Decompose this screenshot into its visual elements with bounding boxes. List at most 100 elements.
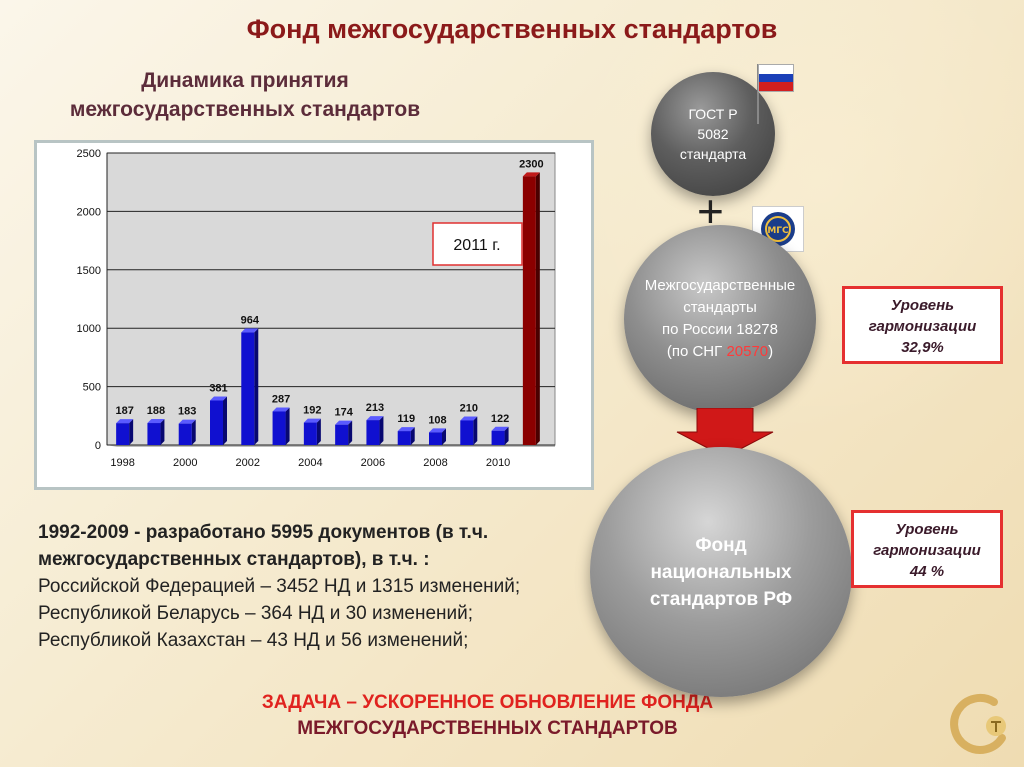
- task-line1: ЗАДАЧА – УСКОРЕННОЕ ОБНОВЛЕНИЕ ФОНДА: [261, 692, 714, 713]
- bar-top: [147, 419, 165, 424]
- bar-top: [491, 426, 509, 431]
- harmonization-box-national: Уровень гармонизации 44 %: [851, 510, 1003, 588]
- callout-text: 2011 г.: [453, 237, 500, 254]
- data-label: 287: [272, 393, 290, 405]
- bar-top: [429, 428, 446, 433]
- bar-chart: 0 500 1000 1500 2000 2500 187 188 183 381 964 287 19…: [77, 148, 556, 469]
- interstate-line1: Межгосударственные: [644, 277, 796, 294]
- summary-text: 1992-2009 - разработано 5995 документов …: [38, 519, 578, 654]
- company-logo-icon: [950, 694, 1006, 754]
- plot-area: [106, 152, 556, 446]
- interstate-line2: стандарты: [683, 299, 757, 316]
- summary-line-rf: Российской Федерацией – 3452 НД и 1315 и…: [38, 576, 521, 597]
- data-label: 174: [334, 407, 353, 419]
- bar-top: [178, 419, 196, 424]
- national-sphere: Фонд национальных стандартов РФ: [590, 447, 852, 697]
- harmonization-box-interstate: Уровень гармонизации 32,9%: [842, 286, 1003, 364]
- summary-line-by: Республикой Беларусь – 364 НД и 30 измен…: [38, 603, 474, 624]
- chart-subtitle: Динамика принятия межгосударственных ста…: [30, 66, 460, 124]
- bar-top: [335, 420, 353, 425]
- bar-top: [397, 427, 415, 432]
- bar: [178, 423, 192, 445]
- bar: [241, 332, 255, 445]
- bar-side: [254, 328, 259, 445]
- bar: [429, 432, 442, 445]
- x-tick-label: 2008: [423, 457, 447, 469]
- harm1-value: 32,9%: [901, 339, 944, 356]
- data-label: 964: [241, 314, 260, 326]
- data-label: 183: [178, 406, 196, 418]
- national-line3: стандартов РФ: [649, 588, 793, 610]
- down-arrow-icon: [676, 408, 774, 458]
- y-tick-label: 2500: [77, 148, 101, 160]
- y-tick-label: 1500: [77, 265, 101, 277]
- x-tick-label: 2010: [486, 457, 510, 469]
- bar: [335, 424, 349, 445]
- bar-side: [285, 407, 290, 445]
- y-tick-label: 0: [95, 440, 101, 452]
- bar-top: [241, 328, 259, 333]
- data-label: 381: [209, 382, 227, 394]
- harm2-value: 44 %: [909, 563, 945, 580]
- bar-top: [303, 418, 321, 423]
- data-label: 187: [115, 405, 133, 417]
- bar: [116, 423, 130, 445]
- gost-line2: 5082: [697, 126, 729, 142]
- bar-side: [160, 419, 165, 445]
- bar-side: [535, 172, 540, 446]
- bar-side: [316, 418, 321, 445]
- interstate-cis-prefix: (по СНГ: [666, 343, 727, 360]
- harm1-line2: гармонизации: [868, 318, 977, 335]
- interstate-line3: по России 18278: [662, 321, 778, 338]
- data-label: 2300: [519, 158, 543, 170]
- callout-box: [432, 222, 523, 266]
- summary-line-kz: Республикой Казахстан – 43 НД и 56 измен…: [38, 630, 469, 651]
- task-line2: МЕЖГОСУДАРСТВЕННЫХ СТАНДАРТОВ: [297, 718, 678, 739]
- y-tick-label: 500: [83, 382, 101, 394]
- summary-bold-line: 1992-2009 - разработано 5995 документов …: [38, 522, 489, 570]
- interstate-sphere: Межгосударственные стандарты по России 1…: [624, 225, 816, 413]
- flag-pole: [757, 64, 759, 124]
- data-label: 108: [428, 414, 446, 426]
- chart-frame: 0 500 1000 1500 2000 2500 187 188 183 381 964 287 19…: [34, 140, 594, 490]
- bar-side: [223, 396, 227, 445]
- bar-top: [460, 416, 478, 421]
- x-tick-label: 2000: [173, 457, 197, 469]
- bar: [272, 411, 286, 445]
- x-tick-label: 2004: [298, 457, 322, 469]
- data-label: 213: [366, 402, 384, 414]
- data-label: 192: [303, 405, 321, 417]
- bar-top: [272, 407, 290, 412]
- x-tick-label: 1998: [110, 457, 134, 469]
- russia-flag-icon: [758, 64, 794, 92]
- national-line1: Фонд: [695, 534, 747, 556]
- emblem-text: МГС: [767, 226, 789, 236]
- national-line2: национальных: [650, 561, 792, 583]
- bar: [366, 420, 380, 445]
- harm1-line1: Уровень: [890, 297, 955, 314]
- bar-side: [191, 419, 196, 445]
- bar-side: [129, 419, 134, 445]
- interstate-cis-value: 20570: [726, 343, 769, 360]
- bar-side: [379, 416, 384, 445]
- harm2-line1: Уровень: [895, 521, 959, 538]
- x-tick-label: 2006: [361, 457, 385, 469]
- bar-top: [210, 396, 227, 401]
- bar: [522, 176, 536, 446]
- x-tick-label: 2002: [236, 457, 260, 469]
- gost-sphere: ГОСТ Р 5082 стандарта: [651, 72, 775, 196]
- bar: [303, 422, 317, 445]
- bar: [210, 400, 223, 445]
- bar-side: [348, 420, 353, 445]
- gost-line3: стандарта: [679, 146, 747, 162]
- bar: [491, 430, 505, 445]
- bar: [147, 423, 161, 445]
- gost-line1: ГОСТ Р: [688, 106, 738, 122]
- interstate-line4: (по СНГ 20570): [645, 341, 796, 363]
- bar-side: [442, 428, 446, 445]
- data-label: 188: [147, 405, 165, 417]
- data-label: 119: [397, 413, 415, 425]
- bar-top: [366, 416, 384, 421]
- bar-top: [522, 172, 540, 177]
- chart-subtitle-line1: Динамика принятия: [141, 69, 349, 92]
